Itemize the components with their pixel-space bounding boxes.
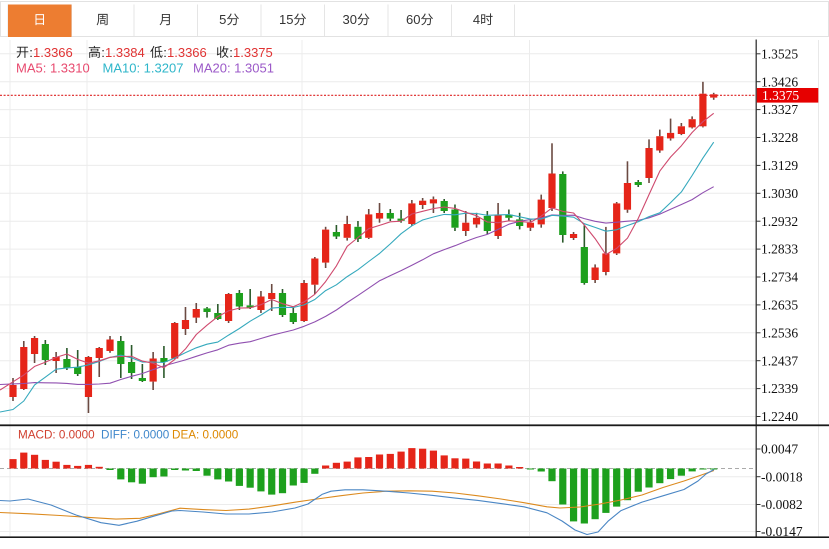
svg-text:1.3327: 1.3327 bbox=[761, 102, 798, 117]
svg-text:1.3384: 1.3384 bbox=[105, 45, 145, 60]
svg-text:1.3366: 1.3366 bbox=[33, 45, 73, 60]
svg-text:DEA: 0.0000: DEA: 0.0000 bbox=[172, 428, 239, 441]
svg-text:30: 30 bbox=[343, 12, 357, 27]
svg-text:5: 5 bbox=[219, 12, 226, 27]
svg-text:0.0047: 0.0047 bbox=[761, 442, 798, 457]
svg-text:1.2240: 1.2240 bbox=[761, 409, 798, 424]
svg-text:MA10: 1.3207: MA10: 1.3207 bbox=[103, 60, 184, 75]
svg-text:15: 15 bbox=[279, 12, 293, 27]
svg-text:1.3030: 1.3030 bbox=[761, 186, 798, 201]
svg-text:1.3129: 1.3129 bbox=[761, 158, 798, 173]
svg-text:-0.0018: -0.0018 bbox=[761, 469, 803, 484]
svg-text:-0.0147: -0.0147 bbox=[761, 524, 803, 539]
svg-text:DIFF: 0.0000: DIFF: 0.0000 bbox=[101, 428, 170, 441]
svg-text:4: 4 bbox=[473, 12, 480, 27]
svg-text:1.3366: 1.3366 bbox=[167, 45, 207, 60]
svg-text:1.3375: 1.3375 bbox=[233, 45, 273, 60]
svg-text:-0.0082: -0.0082 bbox=[761, 497, 803, 512]
svg-text:1.2734: 1.2734 bbox=[761, 270, 798, 285]
svg-text::: : bbox=[163, 45, 167, 60]
svg-text:MA20: 1.3051: MA20: 1.3051 bbox=[193, 60, 274, 75]
svg-text:MACD: 0.0000: MACD: 0.0000 bbox=[18, 428, 95, 441]
svg-text:1.2833: 1.2833 bbox=[761, 242, 798, 257]
svg-text::: : bbox=[29, 45, 33, 60]
svg-text::: : bbox=[229, 45, 233, 60]
svg-text:1.3525: 1.3525 bbox=[761, 46, 798, 61]
svg-text:1.3228: 1.3228 bbox=[761, 130, 798, 145]
svg-text::: : bbox=[101, 45, 105, 60]
svg-text:60: 60 bbox=[406, 12, 420, 27]
svg-text:1.2932: 1.2932 bbox=[761, 214, 798, 229]
svg-text:1.3426: 1.3426 bbox=[761, 74, 798, 89]
svg-text:1.2635: 1.2635 bbox=[761, 298, 798, 313]
svg-text:1.2536: 1.2536 bbox=[761, 325, 798, 340]
svg-text:1.3375: 1.3375 bbox=[762, 88, 799, 103]
svg-text:MA5: 1.3310: MA5: 1.3310 bbox=[16, 60, 90, 75]
svg-text:1.2437: 1.2437 bbox=[761, 353, 798, 368]
svg-text:1.2339: 1.2339 bbox=[761, 381, 798, 396]
